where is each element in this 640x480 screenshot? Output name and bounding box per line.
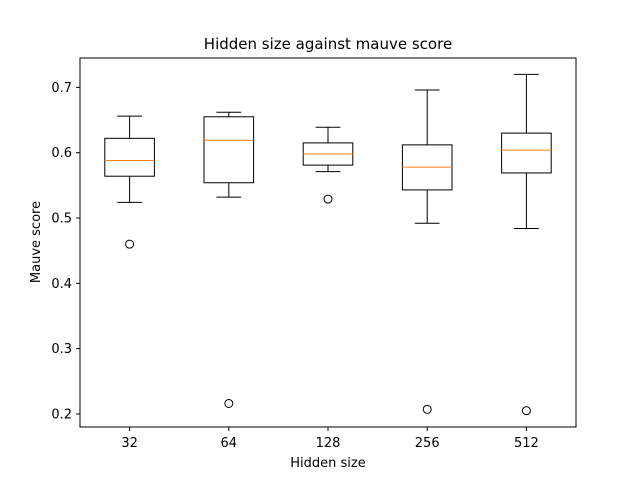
chart-title: Hidden size against mauve score (204, 35, 452, 53)
x-tick-label: 32 (121, 436, 138, 451)
y-tick-label: 0.2 (51, 407, 72, 422)
y-tick-label: 0.6 (51, 146, 72, 161)
outlier-point (323, 194, 333, 204)
outlier-point (422, 404, 432, 414)
outlier-point (125, 239, 135, 249)
outlier-point (224, 398, 234, 408)
x-tick-label: 512 (514, 436, 539, 451)
outlier-point (521, 406, 531, 416)
plot-area: 0.2 0.3 0.4 0.5 0.6 0.7 32 64 128 256 512 (51, 57, 577, 451)
plot-frame (79, 57, 577, 428)
x-tick-label: 256 (415, 436, 440, 451)
y-axis-label: Mauve score (29, 201, 44, 283)
x-tick-label: 128 (316, 436, 341, 451)
x-tick-label: 64 (221, 436, 238, 451)
y-tick-label: 0.3 (51, 342, 72, 357)
box-32 (104, 137, 155, 177)
y-tick-label: 0.4 (51, 277, 72, 292)
y-tick-label: 0.5 (51, 212, 72, 227)
x-axis-label: Hidden size (290, 456, 365, 471)
y-tick-label: 0.7 (51, 81, 72, 96)
box-64 (203, 116, 255, 184)
box-512 (501, 132, 552, 174)
